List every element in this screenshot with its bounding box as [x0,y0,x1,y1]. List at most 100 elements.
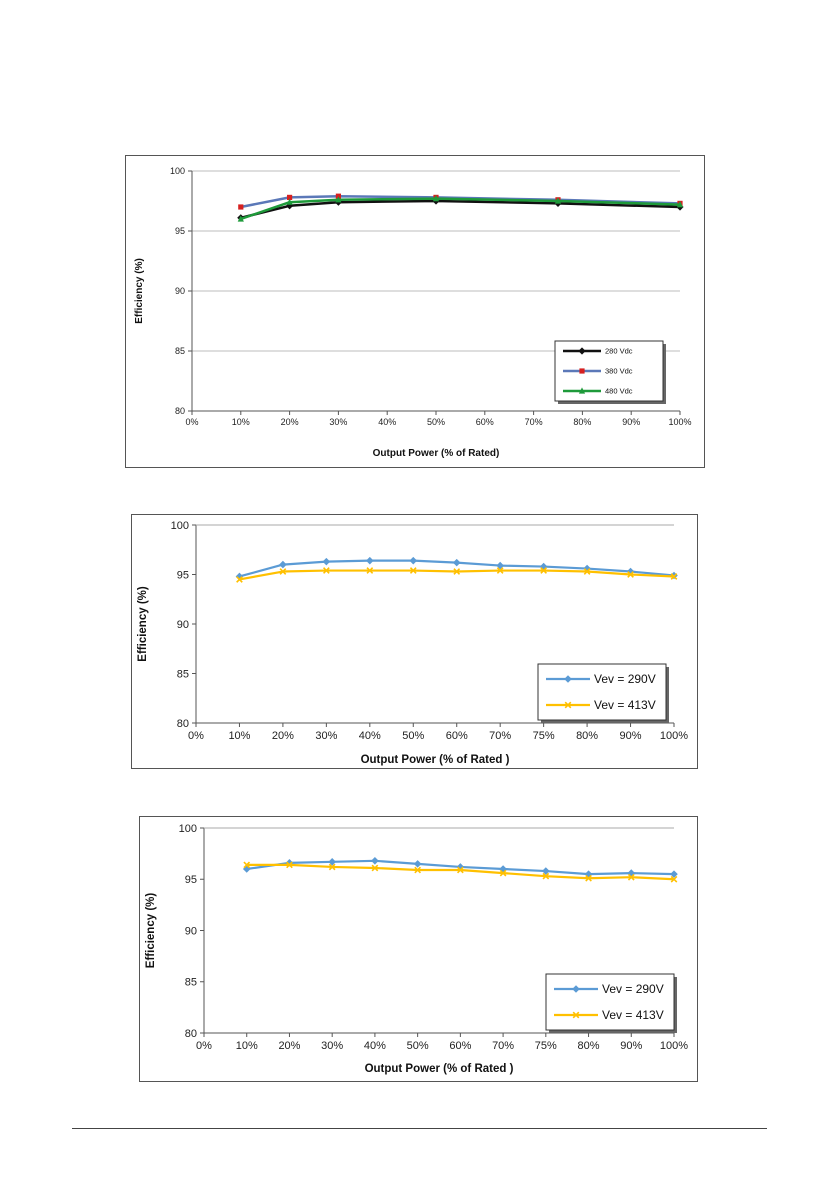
chart-2-y-tick-label-0: 80 [177,718,189,730]
chart-2-series-1-point-5 [453,568,461,575]
chart-2-x-tick-label-10: 90% [620,730,642,742]
chart-2-y-axis-title: Efficiency (%) [137,586,149,662]
chart-1-x-tick-label-10: 100% [668,417,691,427]
chart-2-series-1-point-7 [540,567,548,574]
chart-1-x-tick-label-6: 60% [476,417,494,427]
footer-rule [72,1128,767,1129]
chart-1-x-tick-label-2: 20% [281,417,299,427]
chart-1-legend-label-1: 380 Vdc [605,367,633,376]
chart-2-x-tick-label-2: 20% [272,730,294,742]
chart-1-series-2-point-5 [676,201,684,208]
chart-3-x-tick-label-0: 0% [196,1040,212,1052]
chart-3-x-axis-title: Output Power (% of Rated ) [365,1063,514,1075]
chart-2-series-0-point-0 [235,572,244,581]
chart-2-series-1-point-9 [627,571,634,578]
chart-1-series-2-point-1 [286,198,293,205]
chart-3-x-tick-label-11: 100% [660,1040,688,1052]
chart-3-x-tick-label-9: 80% [578,1040,600,1052]
chart-3-legend: Vev = 290V Vev = 413V [545,973,677,1033]
chart-1-series-2-point-4 [554,197,562,204]
chart-3-y-axis-title: Efficiency (%) [145,893,157,969]
chart-1-svg: 80 85 90 95 100 0% 10% 20% 30% 40% 50% 60% 70% 80% 90%… [134,166,692,459]
chart-3-series-1-point-1 [286,861,293,869]
chart-2-x-tick-label-9: 80% [576,730,598,742]
chart-2-series-1-point-8 [583,568,591,575]
chart-1-legend-label-2: 480 Vdc [605,387,633,396]
chart-3-series-0-point-4 [413,860,422,868]
chart-2-series-0-point-6 [496,561,504,570]
chart-2-series-1-point-4 [409,567,417,574]
chart-3-x-tick-label-4: 40% [364,1040,386,1052]
chart-1-x-tick-label-7: 70% [525,417,543,427]
chart-1-legend-label-0: 280 Vdc [605,347,633,356]
chart-1-series-2-point-3 [432,195,440,202]
chart-2-svg: 80 85 90 95 100 0% 10% 20% 30% 40% 50% 60% 70% 75% 80%… [137,520,688,766]
chart-3-y-tick-label-0: 80 [185,1028,197,1040]
chart-3-series-0-point-9 [627,869,636,877]
chart-1-x-tick-label-8: 80% [573,417,591,427]
chart-2-x-tick-label-6: 60% [446,730,468,742]
chart-2-x-tick-label-3: 30% [315,730,337,742]
chart-1-series-line-2 [240,197,681,221]
chart-1-x-tick-label-9: 90% [622,417,640,427]
chart-2-legend-box [537,663,667,721]
chart-1-legend-marker-1 [579,368,585,374]
chart-3-series-1-point-4 [414,866,422,874]
chart-3-y-tick-label-2: 90 [185,925,197,937]
chart-1-series-1-point-0 [238,204,244,210]
chart-3-y-tick-label-3: 95 [185,874,197,886]
chart-2-series-1-point-10 [670,573,678,580]
chart-3-x-tick-label-2: 20% [278,1040,300,1052]
chart-1-series-2-point-0 [237,215,244,222]
chart-3-x-tick-label-8: 75% [535,1040,557,1052]
chart-3-series-0-point-7 [542,867,550,875]
chart-3-series-1-point-8 [585,874,592,882]
chart-1-legend-marker-0 [578,347,586,355]
chart-2-series-1-point-0 [236,576,243,583]
chart-2-series-1-point-3 [366,567,374,574]
chart-2-y-tick-label-3: 95 [177,569,189,581]
chart-3-x-tick-label-1: 10% [236,1040,258,1052]
chart-2-series-0-point-2 [322,557,331,566]
chart-3-series-0-point-10 [670,870,678,878]
chart-2-x-tick-label-0: 0% [188,730,204,742]
chart-3-legend-label-1: Vev = 413V [602,1008,664,1022]
chart-3-series-1-point-9 [627,873,635,881]
chart-1-x-tick-label-1: 10% [232,417,250,427]
chart-3-series-1-point-5 [456,866,464,874]
chart-2-x-tick-label-5: 50% [402,730,424,742]
chart-1-series-line-0 [240,199,681,220]
efficiency-chart-2: 80 85 90 95 100 0% 10% 20% 30% 40% 50% 60% 70% 75% 80%… [131,514,698,769]
chart-2-x-axis-title: Output Power (% of Rated ) [361,754,510,766]
chart-3-series-1-point-10 [670,875,678,883]
chart-1-y-tick-label-4: 100 [170,166,185,176]
chart-2-legend: Vev = 290V Vev = 413V [537,663,669,723]
chart-1-legend: 280 Vdc 380 Vdc 480 Vdc [554,340,666,404]
chart-1-series-1-point-1 [287,194,293,200]
chart-2-x-tick-label-11: 100% [660,730,688,742]
efficiency-chart-3: 80 85 90 95 100 0% 10% 20% 30% 40% 50% 60% 70% 75% 80%… [139,816,698,1082]
chart-3-series-1 [243,861,678,883]
chart-1-x-tick-label-4: 40% [378,417,396,427]
chart-1-y-tick-label-1: 85 [175,346,185,356]
chart-3-x-tick-label-10: 90% [620,1040,642,1052]
chart-1-x-tick-label-0: 0% [185,417,198,427]
chart-3-series-1-point-6 [499,869,507,877]
chart-1-x-tick-label-3: 30% [329,417,347,427]
chart-1-y-tick-label-3: 95 [175,226,185,236]
chart-2-x-tick-label-7: 70% [489,730,511,742]
chart-3-series-0-point-8 [584,870,593,878]
chart-1-x-axis-title: Output Power (% of Rated) [373,448,500,459]
chart-1-legend-marker-2 [578,387,586,394]
chart-2-legend-label-1: Vev = 413V [594,698,656,712]
chart-3-series-1-point-2 [328,863,336,871]
chart-2-x-tick-label-4: 40% [359,730,381,742]
efficiency-chart-1: 80 85 90 95 100 0% 10% 20% 30% 40% 50% 60% 70% 80% 90%… [125,155,705,468]
chart-2-x-tick-label-1: 10% [228,730,250,742]
chart-3-x-tick-label-3: 30% [321,1040,343,1052]
chart-3-series-0-point-3 [371,857,379,865]
chart-1-y-axis-title: Efficiency (%) [134,258,145,324]
chart-3-series-0-point-5 [456,863,465,871]
chart-3-y-tick-label-1: 85 [185,977,197,989]
chart-1-series-2 [237,195,684,222]
